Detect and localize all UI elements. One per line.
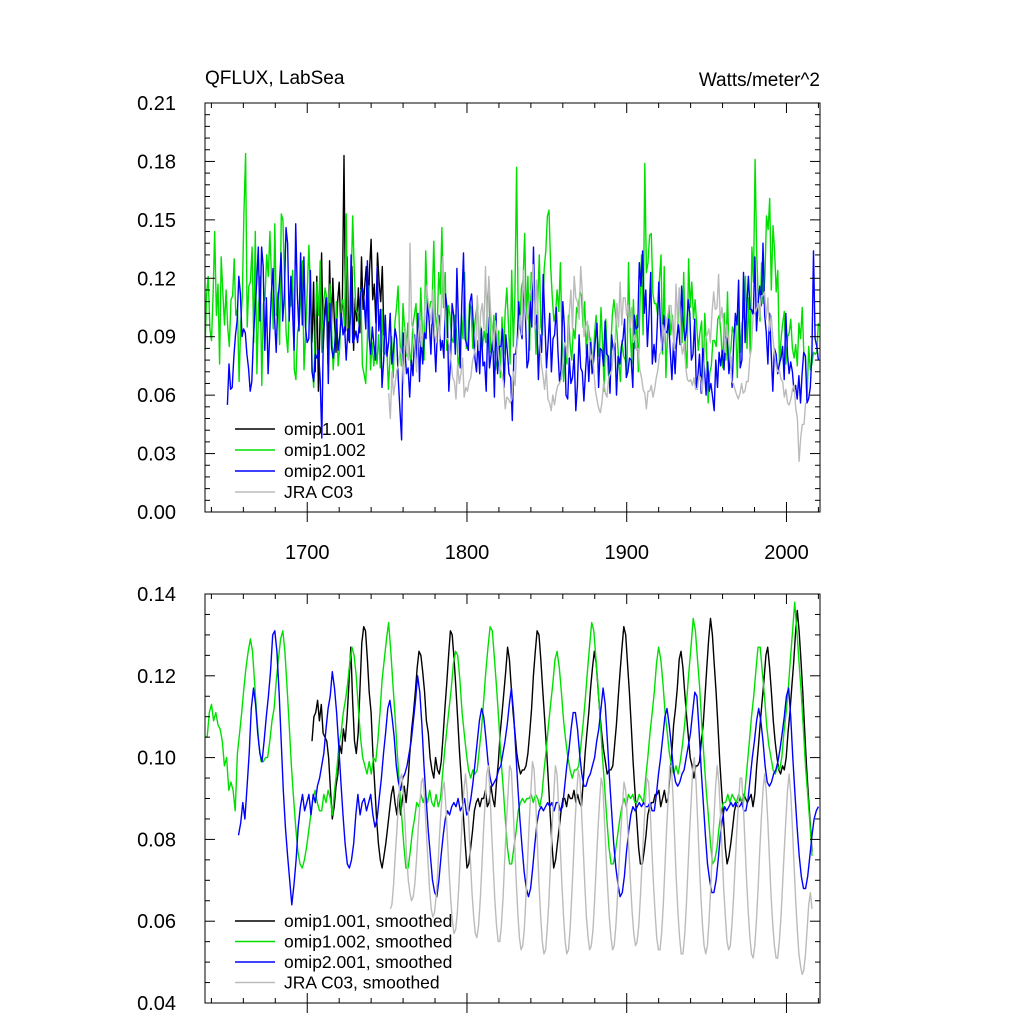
top-series-line-3 <box>388 242 807 463</box>
top-series-line-1 <box>204 152 820 404</box>
top-xtick-label: 2000 <box>764 542 809 564</box>
top-ytick-label: 0.09 <box>137 327 176 349</box>
top-ytick-label: 0.12 <box>137 268 176 290</box>
bottom-series-line-3 <box>389 756 813 976</box>
top-plot-frame <box>204 102 821 513</box>
top-ytick-label: 0.03 <box>137 444 176 466</box>
top-ytick-label: 0.00 <box>137 502 176 524</box>
bottom-panel: 0.04 0.06 0.08 0.10 0.12 0.14 omip1.001, smoo… <box>137 584 821 1015</box>
bottom-ytick-label: 0.12 <box>137 666 176 688</box>
top-ytick-label: 0.15 <box>137 210 176 232</box>
bottom-legend-label: JRA C03, smoothed <box>284 973 440 993</box>
bottom-ytick-label: 0.06 <box>137 911 176 933</box>
bottom-series-line-0 <box>311 609 813 869</box>
bottom-axes: 0.04 0.06 0.08 0.10 0.12 0.14 <box>137 584 821 1015</box>
bottom-ytick-label: 0.08 <box>137 829 176 851</box>
bottom-legend-label: omip1.001, smoothed <box>284 911 452 931</box>
top-legend-label: JRA C03 <box>284 482 353 502</box>
top-xtick-label: 1700 <box>285 542 330 564</box>
bottom-ytick-label: 0.14 <box>137 584 176 606</box>
top-chart-units: Watts/meter^2 <box>699 70 820 91</box>
top-xtick-label: 1900 <box>604 542 649 564</box>
top-ytick-label: 0.21 <box>137 93 176 115</box>
bottom-legend-label: omip2.001, smoothed <box>284 952 452 972</box>
bottom-legend-label: omip1.002, smoothed <box>284 932 452 952</box>
bottom-series-line-2 <box>237 630 820 906</box>
top-axes: 0.00 0.03 0.06 0.09 0.12 0.15 0.18 0.21 1700 1800… <box>137 93 821 564</box>
top-panel: QFLUX, LabSea Watts/meter^2 0.00 0.03 0.06… <box>137 68 821 564</box>
top-xtick-label: 1800 <box>445 542 490 564</box>
top-legend-label: omip1.001 <box>284 419 366 439</box>
top-ytick-label: 0.18 <box>137 151 176 173</box>
top-ytick-label: 0.06 <box>137 385 176 407</box>
bottom-ytick-label: 0.04 <box>137 993 176 1015</box>
top-legend-label: omip1.002 <box>284 440 366 460</box>
bottom-series-lines <box>205 601 820 976</box>
top-legend-label: omip2.001 <box>284 461 366 481</box>
top-series-lines <box>204 152 820 463</box>
top-chart-title: QFLUX, LabSea <box>205 68 345 89</box>
bottom-ytick-label: 0.10 <box>137 748 176 770</box>
bottom-series-line-1 <box>205 601 813 869</box>
